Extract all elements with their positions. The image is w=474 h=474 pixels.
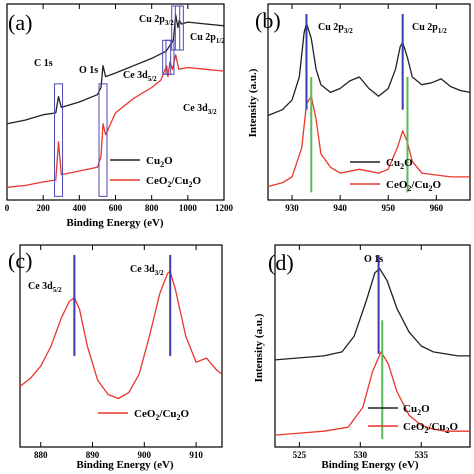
legend-a: Cu2O CeO2/Cu2O	[110, 155, 202, 189]
x-tick-label-a: 0	[5, 203, 10, 213]
x-tick-label-a: 600	[109, 203, 123, 213]
annotation-b-cu2p12: Cu 2p1/2	[412, 22, 447, 35]
series-line-b-red	[267, 95, 470, 188]
x-tick-label-d: 530	[354, 450, 368, 460]
series-line-b-black	[267, 22, 471, 117]
series-line-d-red	[274, 351, 470, 436]
annotation-o1s: O 1s	[79, 65, 98, 76]
legend-c: CeO2/Cu2O	[98, 408, 190, 422]
x-tick-label-b: 930	[285, 203, 299, 213]
x-tick-label-c: 900	[138, 450, 152, 460]
peak-box-a	[98, 83, 108, 197]
x-tick-label-b: 940	[333, 203, 347, 213]
legend-d-cu2o-label: Cu2O	[403, 403, 430, 417]
x-tick-label-b: 950	[381, 203, 395, 213]
panel-label-a: (a)	[8, 10, 32, 35]
legend-c-ceo2-label: CeO2/Cu2O	[134, 408, 190, 422]
axis-ticks: 0 200 400 600 800 1000 1200 930 940 950 960 880 890 9…	[5, 4, 444, 460]
x-tick-label-d: 535	[415, 450, 429, 460]
ylabel-b: Intensity (a.u.)	[247, 68, 259, 137]
panel-label-c: (c)	[8, 248, 32, 273]
annotation-ce3d32: Ce 3d3/2	[183, 103, 217, 116]
x-tick-label-a: 400	[73, 203, 87, 213]
annotation-d-o1s: O 1s	[364, 254, 383, 265]
panel-label-b: (b)	[255, 8, 281, 33]
legend-b-cu2o-label: Cu2O	[386, 157, 413, 171]
series-line-d-black	[274, 268, 470, 361]
x-tick-label-c: 890	[86, 450, 100, 460]
annotation-c1s: C 1s	[34, 58, 53, 69]
xlabel-a: Binding Energy (eV)	[66, 217, 164, 229]
legend-d: Cu2O CeO2/Cu2O	[368, 403, 459, 435]
plot-frame-b	[267, 3, 471, 201]
x-tick-label-b: 960	[430, 203, 444, 213]
legend-b: Cu2O CeO2/Cu2O	[350, 157, 442, 193]
x-tick-label-a: 800	[145, 203, 159, 213]
x-tick-label-d: 525	[293, 450, 307, 460]
plot-frame-d	[274, 244, 471, 448]
x-tick-label-a: 1000	[179, 203, 198, 213]
x-tick-label-a: 1200	[215, 203, 234, 213]
annotation-c-ce3d52: Ce 3d5/2	[28, 281, 62, 294]
series-line-a-red	[6, 54, 225, 188]
xlabel-c: Binding Energy (eV)	[76, 459, 174, 471]
peak-box-a	[165, 39, 175, 75]
legend-b-ceo2-label: CeO2/Cu2O	[386, 179, 442, 193]
peak-markers	[54, 5, 409, 440]
peak-box-a	[174, 5, 184, 51]
peak-box-a	[54, 83, 64, 197]
xlabel-d: Binding Energy (eV)	[321, 459, 419, 471]
series-line-c-red	[19, 270, 223, 400]
annotation-ce3d52: Ce 3d5/2	[123, 70, 157, 83]
annotation-cu2p32: Cu 2p3/2	[139, 14, 174, 27]
plot-frame-c	[19, 244, 223, 448]
ylabel-d: Intensity (a.u.)	[253, 313, 265, 382]
x-tick-label-a: 200	[36, 203, 50, 213]
legend-d-ceo2-label: CeO2/Cu2O	[403, 421, 459, 435]
annotation-c-ce3d32: Ce 3d3/2	[130, 264, 164, 277]
x-tick-label-c: 910	[189, 450, 203, 460]
x-tick-label-c: 880	[34, 450, 48, 460]
annotation-cu2p12: Cu 2p1/2	[190, 32, 225, 45]
legend-a-ceo2-label: CeO2/Cu2O	[146, 175, 202, 189]
legend-a-cu2o-label: Cu2O	[146, 155, 173, 169]
panel-label-d: (d)	[268, 250, 294, 275]
annotation-b-cu2p32: Cu 2p3/2	[318, 22, 353, 35]
